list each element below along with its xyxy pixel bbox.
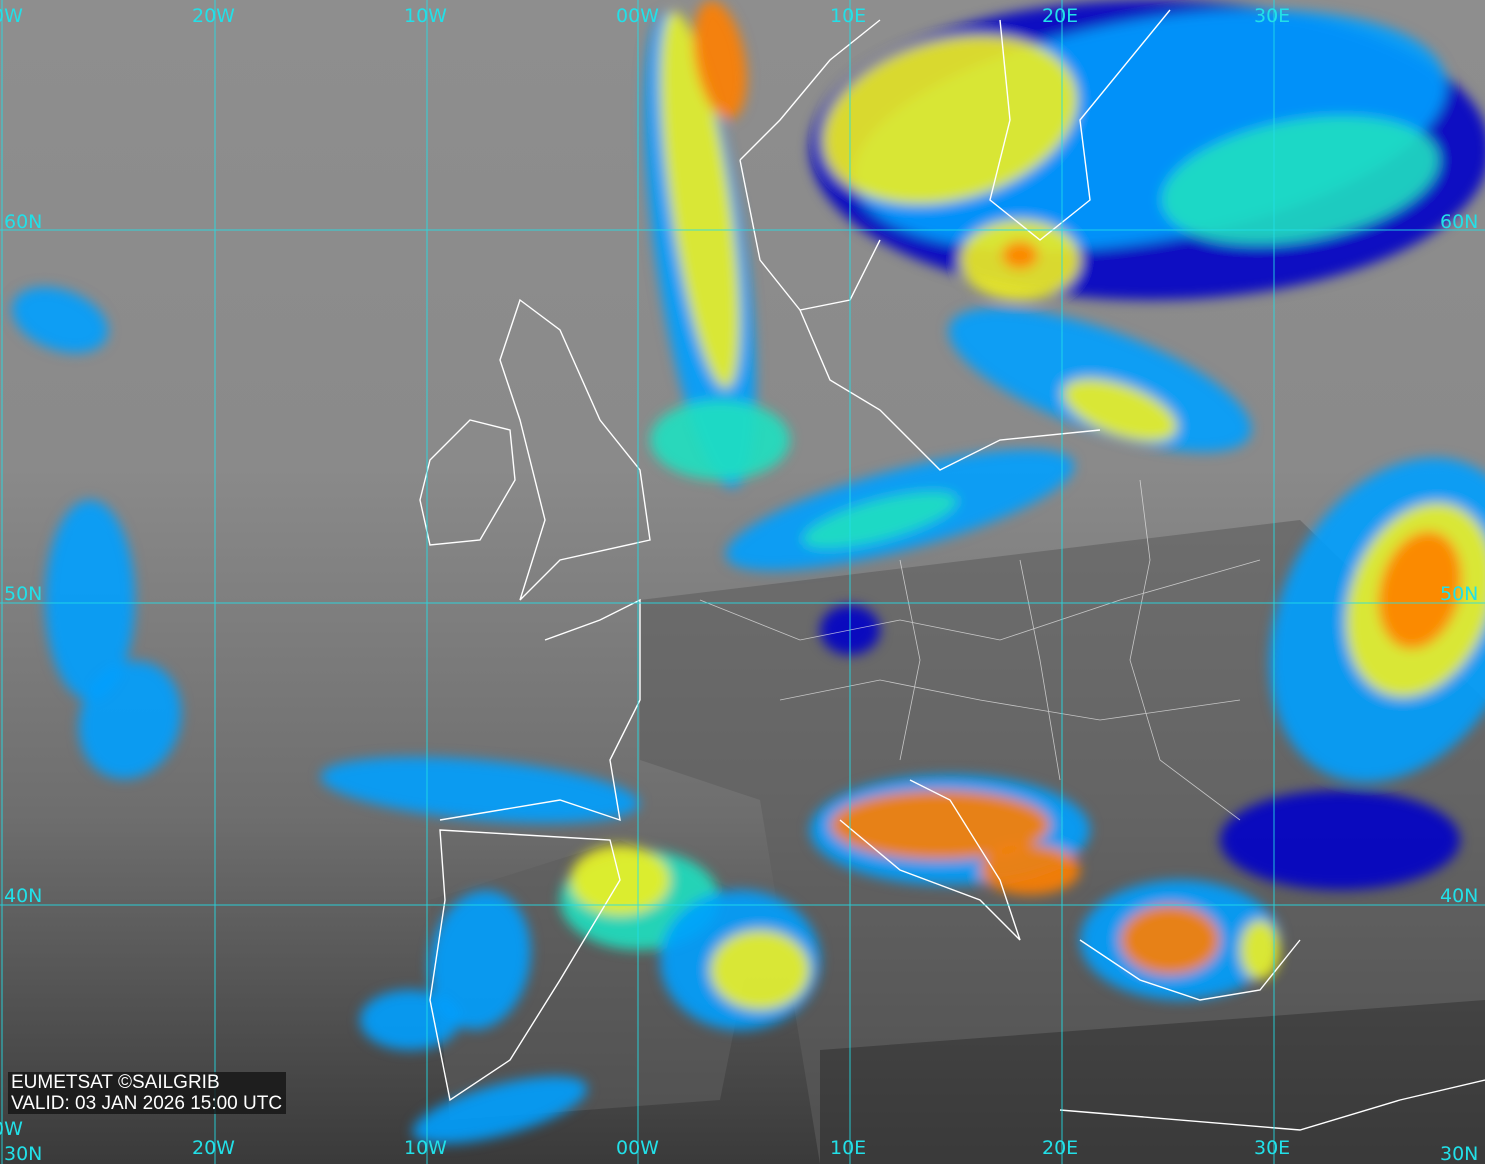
lon-label: 20E (1042, 1137, 1079, 1159)
lat-label: 30N (4, 1143, 43, 1164)
lon-label: 10W (404, 5, 447, 27)
lon-label: 30E (1254, 1137, 1291, 1159)
lon-label: 00W (616, 5, 659, 27)
cloud-blob (429, 890, 531, 1030)
lon-label: 0W (0, 1118, 23, 1140)
lon-label: 10W (404, 1137, 447, 1159)
borders (699, 479, 1261, 821)
valid-time: VALID: 03 JAN 2026 15:00 UTC (11, 1093, 283, 1114)
cloud-blob (1220, 790, 1460, 890)
lat-label: 40N (4, 885, 43, 907)
lon-label: 10E (830, 1137, 867, 1159)
lat-label: 60N (1440, 211, 1479, 233)
cloud-blob (1120, 905, 1220, 975)
lon-label: 30E (1254, 5, 1291, 27)
cloud-blob (710, 930, 810, 1010)
lat-label: 50N (4, 583, 43, 605)
cloud-blob (1161, 116, 1439, 244)
lon-label: 10E (830, 5, 867, 27)
cloud-blob (660, 11, 740, 389)
cloud-blob (11, 287, 109, 353)
cloud-blob (412, 1076, 588, 1144)
cloud-blob (45, 500, 135, 700)
cloud-layer (11, 0, 1485, 1144)
cloud-blob (822, 35, 1078, 205)
cloud-blob (802, 491, 958, 549)
lon-label: 20E (1042, 5, 1079, 27)
lat-label: 30N (1440, 1143, 1479, 1164)
cloud-blob (980, 845, 1080, 895)
cloud-blob (1240, 920, 1280, 980)
cloud-blob (320, 757, 640, 823)
cloud-blob (1378, 531, 1462, 649)
cloud-blob (1002, 241, 1038, 269)
lon-label: 20W (192, 5, 235, 27)
coastlines (419, 9, 1485, 1131)
lon-label: 00W (616, 1137, 659, 1159)
lon-label: 0W (0, 5, 23, 27)
cloud-blob (830, 790, 1050, 860)
lat-label: 40N (1440, 885, 1479, 907)
cloud-blob (650, 400, 790, 480)
lat-label: 60N (4, 211, 43, 233)
cloud-blob (78, 661, 182, 779)
cloud-blob (693, 0, 747, 120)
lon-label: 20W (192, 1137, 235, 1159)
cloud-blob (1062, 378, 1178, 442)
image-caption: EUMETSAT ©SAILGRIB VALID: 03 JAN 2026 15… (8, 1072, 287, 1114)
lat-label: 50N (1440, 583, 1479, 605)
cloud-blob (360, 990, 460, 1050)
credit-text: EUMETSAT ©SAILGRIB (11, 1072, 220, 1093)
